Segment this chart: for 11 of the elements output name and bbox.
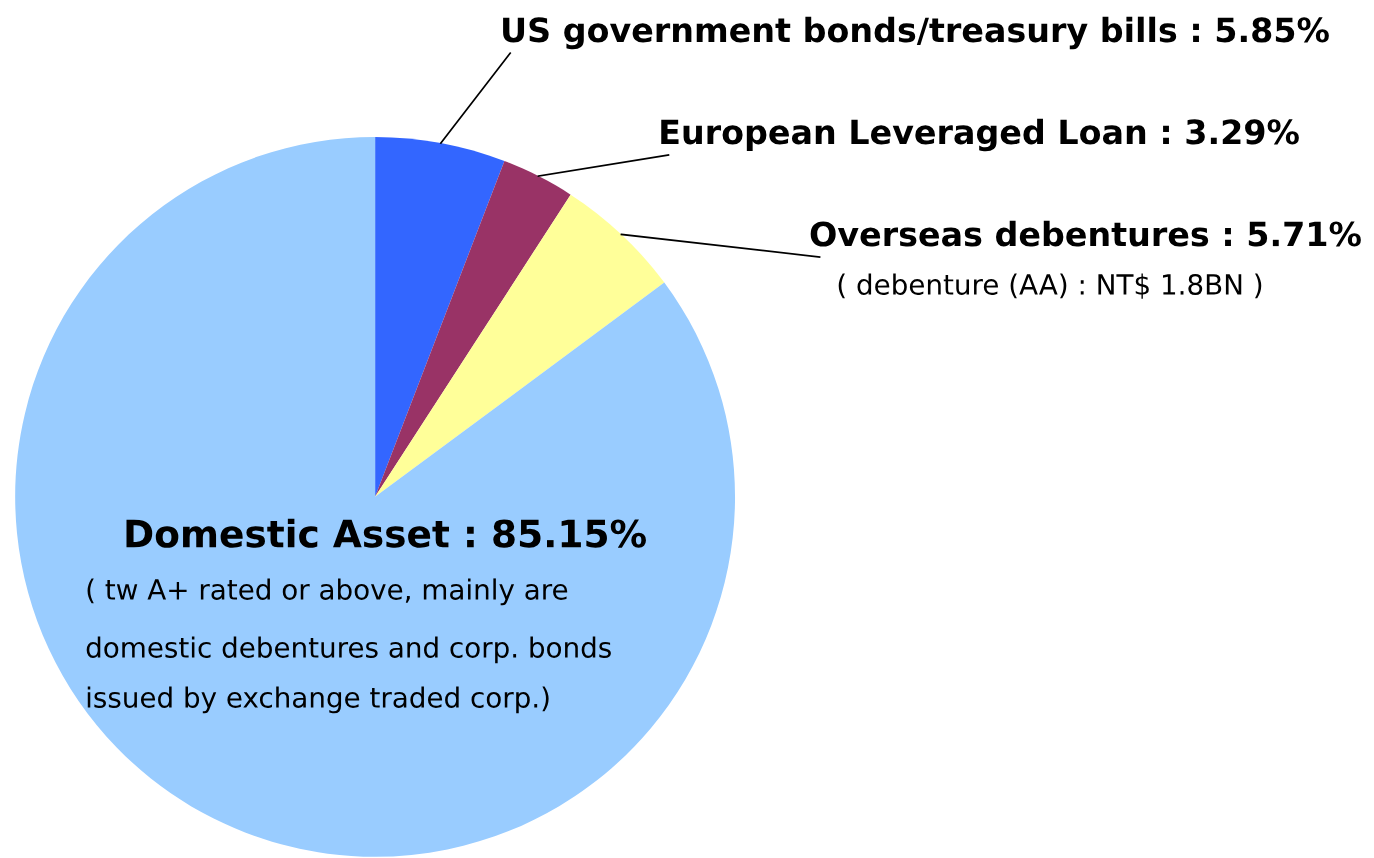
slice-label: European Leveraged Loan : 3.29% (661, 118, 1299, 152)
pie-slice (375, 194, 665, 497)
pie-slice (375, 160, 571, 497)
slice-label: Overseas debentures : 5.71% (810, 220, 1361, 247)
pie-slice (375, 136, 505, 497)
slice-label: US government bonds/treasury bills : 5.85% (503, 16, 1329, 50)
text: ( tw A+ rated or above, mainly are (87, 578, 568, 606)
text: ( debenture (AA) : NT$ 1.8BN ) (838, 273, 1262, 299)
slice-label: Domestic Asset : 85.15% (126, 518, 646, 548)
text: domestic debentures and corp. bonds (86, 636, 611, 664)
text: issued by exchange traded corp.) (87, 686, 549, 714)
